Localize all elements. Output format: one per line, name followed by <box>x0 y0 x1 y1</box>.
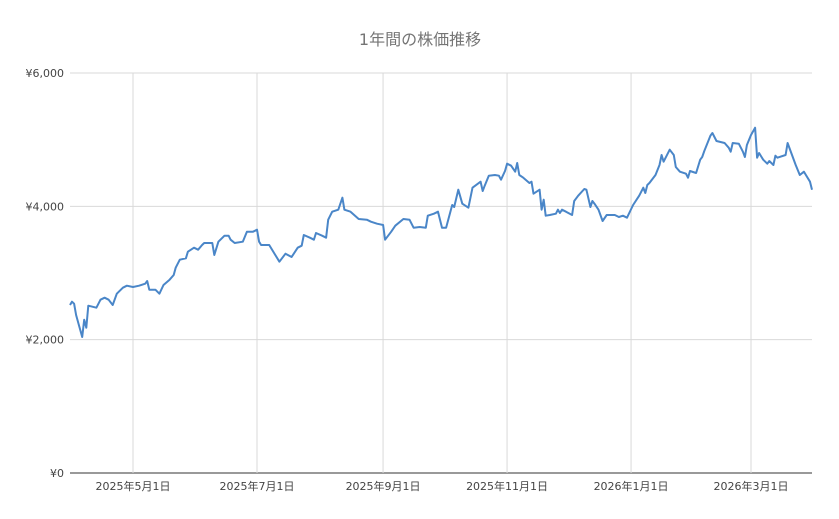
x-tick-label: 2026年3月1日 <box>714 479 789 493</box>
y-tick-label: ¥2,000 <box>26 334 65 347</box>
price-series-line <box>69 126 813 338</box>
x-tick-label: 2025年9月1日 <box>346 479 421 493</box>
x-tick-label: 2026年1月1日 <box>594 479 669 493</box>
y-tick-label: ¥0 <box>50 467 64 480</box>
chart-title: 1年間の株価推移 <box>359 30 481 49</box>
x-tick-label: 2025年11月1日 <box>466 479 548 493</box>
x-tick-label: 2025年5月1日 <box>96 479 171 493</box>
y-tick-label: ¥4,000 <box>26 200 65 213</box>
x-tick-label: 2025年7月1日 <box>220 479 295 493</box>
y-tick-label: ¥6,000 <box>26 67 65 80</box>
